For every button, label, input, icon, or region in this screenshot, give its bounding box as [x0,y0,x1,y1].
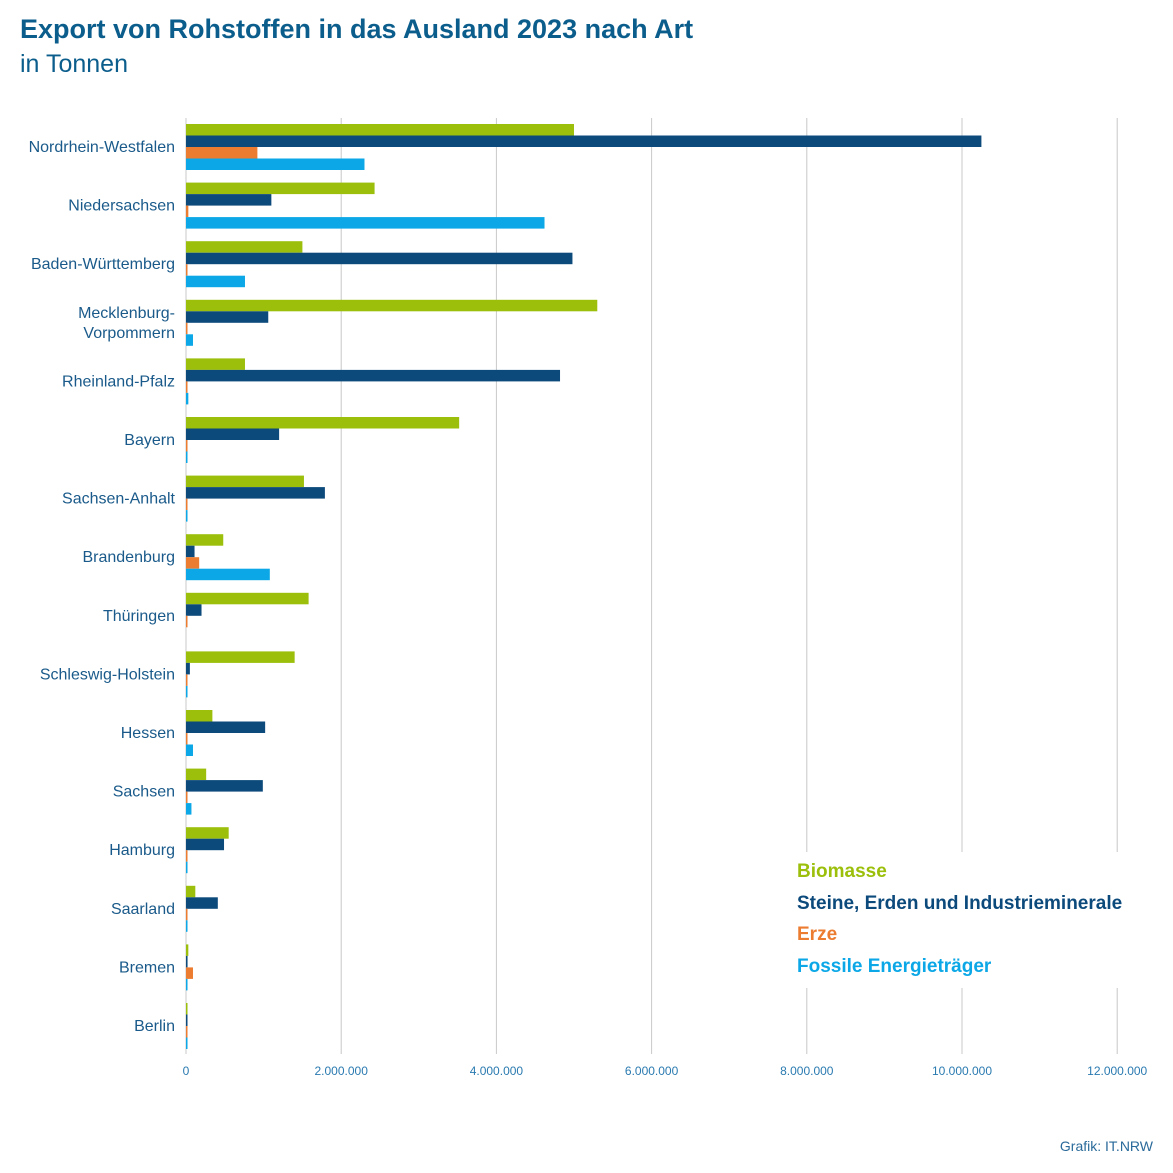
bar-fossil [186,217,545,229]
legend-item-steine: Steine, Erden und Industrieminerale [797,892,1123,914]
bar-fossil [186,1037,188,1049]
bar-fossil [186,685,188,698]
bar-biomasse [186,241,303,253]
bar-fossil [186,451,188,463]
bar-erze [186,615,188,628]
x-tick-label: 0 [183,1064,190,1078]
bar-steine [186,135,982,147]
legend: Biomasse Steine, Erden und Industriemine… [790,852,1167,988]
category-label: Bremen [119,959,175,976]
x-tick-label: 8.000.000 [780,1064,834,1078]
category-label: Mecklenburg- [78,305,175,322]
bar-erze [186,264,188,276]
bar-fossil [186,510,188,522]
bar-erze [186,850,188,862]
bar-steine [186,545,195,558]
category-label: Berlin [134,1018,175,1035]
bar-erze [186,498,188,511]
bar-biomasse [186,475,304,488]
chart-subtitle: in Tonnen [20,50,128,78]
bar-steine [186,662,190,675]
bar-biomasse [186,885,196,898]
bar-erze [186,205,189,218]
bar-erze [186,791,188,804]
category-labels: Nordrhein-Westfalen Niedersachsen Baden-Wü… [29,139,176,1035]
bar-steine [186,838,225,851]
bar-erze [186,733,188,745]
x-tick-label: 6.000.000 [625,1064,679,1078]
bar-fossil [186,392,189,405]
bar-biomasse [186,651,295,663]
category-label: Sachsen [113,784,175,801]
category-label: Saarland [111,901,175,918]
bar-steine [186,721,266,733]
legend-item-erze: Erze [797,924,838,945]
bar-erze [186,674,188,686]
bar-erze [186,557,200,569]
bar-steine [186,252,573,265]
bar-fossil [186,334,193,346]
x-tick-label: 4.000.000 [470,1064,524,1078]
category-label: Niedersachsen [68,198,175,215]
bar-fossil [186,158,365,170]
bar-biomasse [186,944,189,956]
bar-steine [186,955,188,968]
category-label: Bayern [124,432,175,449]
category-label: Hamburg [109,842,175,859]
bar-erze [186,322,188,335]
category-label: Schleswig-Holstein [40,666,175,683]
bar-biomasse [186,768,207,781]
bar-biomasse [186,417,460,429]
category-label: Nordrhein-Westfalen [29,139,175,156]
bar-steine [186,1014,188,1026]
bar-biomasse [186,182,375,195]
bar-erze [186,381,188,393]
x-tick-label: 2.000.000 [315,1064,369,1078]
category-label: Baden-Württemberg [31,256,175,273]
bar-steine [186,604,202,616]
category-label: Rheinland-Pfalz [62,373,175,390]
bar-erze [186,967,193,979]
bar-steine [186,897,218,909]
x-tick-label: 12.000.000 [1087,1064,1147,1078]
source-credit: Grafik: IT.NRW [1059,1138,1153,1154]
bar-erze [186,147,258,159]
bar-biomasse [186,827,229,839]
bar-steine [186,311,269,323]
bar-steine [186,194,272,206]
bar-biomasse [186,534,224,546]
x-tick-label: 10.000.000 [932,1064,992,1078]
bar-biomasse [186,299,598,312]
category-label: Brandenburg [82,549,175,566]
bar-erze [186,908,188,921]
category-label: Sachsen-Anhalt [62,491,176,508]
chart-title: Export von Rohstoffen in das Ausland 202… [20,14,694,44]
category-label: Vorpommern [83,325,175,342]
bar-biomasse [186,124,574,136]
bar-biomasse [186,1003,188,1015]
bar-fossil [186,568,270,581]
bar-fossil [186,920,188,932]
bars [186,124,982,1049]
bar-fossil [186,744,193,756]
bar-steine [186,780,263,792]
bar-biomasse [186,710,213,722]
legend-item-fossil: Fossile Energieträger [797,955,992,977]
bar-steine [186,487,325,499]
x-axis-ticks: 0 2.000.000 4.000.000 6.000.000 8.000.000 10.… [183,1064,1148,1078]
bar-fossil [186,861,188,874]
bar-steine [186,428,280,440]
bar-biomasse [186,358,245,370]
bar-erze [186,1026,188,1038]
bar-fossil [186,275,245,288]
bar-steine [186,369,561,382]
category-label: Thüringen [103,608,175,625]
bar-erze [186,440,188,452]
bar-fossil [186,803,192,815]
legend-item-biomasse: Biomasse [797,861,887,882]
category-label: Hessen [121,725,175,742]
bar-biomasse [186,592,309,605]
bar-fossil [186,978,188,991]
